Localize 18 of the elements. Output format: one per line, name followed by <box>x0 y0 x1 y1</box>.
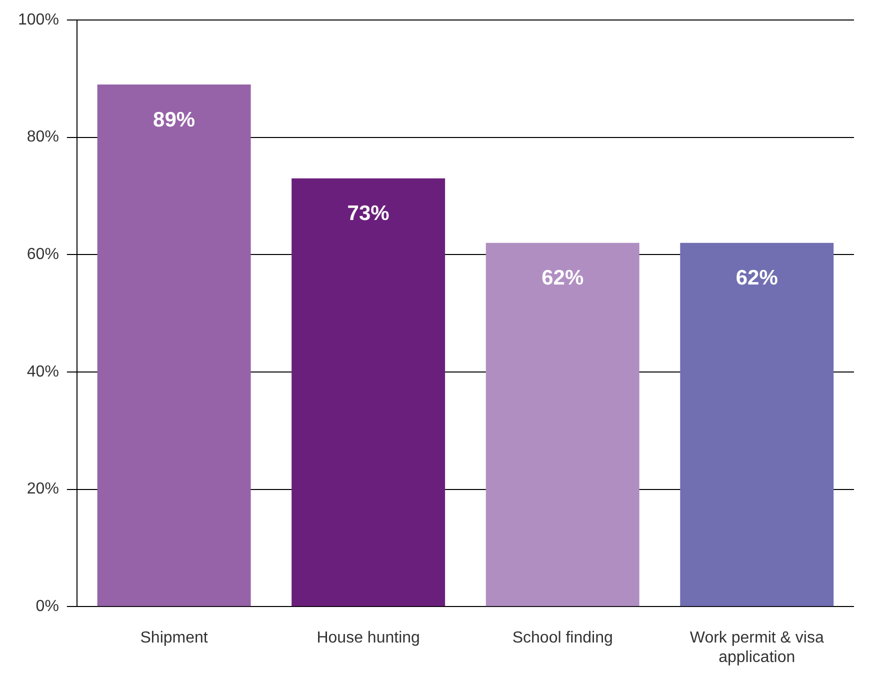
x-tick-label: Shipment <box>140 630 208 647</box>
x-tick-label: School finding <box>512 630 613 647</box>
data-label: 62% <box>736 266 778 290</box>
y-tick-label: 40% <box>26 363 59 380</box>
x-tick-label: House hunting <box>316 630 420 647</box>
bar <box>97 84 251 606</box>
y-tick-label: 0% <box>36 598 59 616</box>
bar <box>486 242 640 606</box>
y-tick-label: 100% <box>18 11 59 28</box>
y-tick-label: 20% <box>26 480 59 498</box>
bar <box>680 242 834 606</box>
data-label: 89% <box>153 108 196 132</box>
x-tick-label: Work permit & visa application <box>690 630 824 666</box>
data-label: 73% <box>347 202 390 226</box>
data-label: 62% <box>542 266 584 290</box>
y-tick-label: 80% <box>26 128 59 146</box>
bar <box>292 178 446 606</box>
y-tick-label: 60% <box>26 246 59 264</box>
